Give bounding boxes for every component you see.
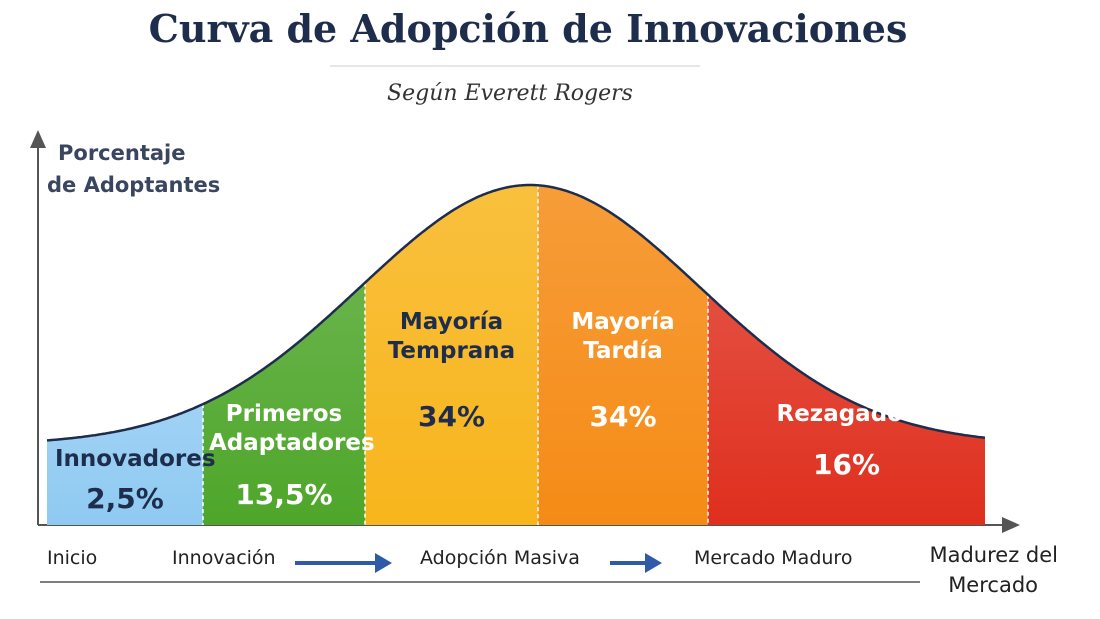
value-label: 34% — [589, 400, 657, 433]
value-label: 34% — [417, 400, 486, 433]
y-axis-label: de Adoptantes — [47, 173, 220, 197]
value-label: 2,5% — [86, 482, 164, 515]
value-label: 16% — [812, 448, 881, 481]
stage-label: Adopción Masiva — [420, 547, 580, 569]
curve-outline — [46, 183, 986, 442]
stage-label: Innovación — [172, 547, 276, 569]
segment — [365, 185, 538, 525]
segment — [203, 282, 365, 525]
stage-arrow — [610, 553, 662, 573]
segment — [708, 294, 985, 525]
segment — [538, 185, 708, 526]
y-axis-label: Porcentaje — [58, 141, 185, 165]
stage-arrow — [295, 553, 392, 573]
stage-label: Mercado Maduro — [694, 547, 852, 569]
segment — [47, 404, 203, 525]
segment-label: Primeros Adaptadores — [209, 401, 375, 456]
x-axis-label: Madurez del — [929, 543, 1058, 567]
value-label: 13,5% — [235, 478, 333, 511]
segment-label: Mayoría Temprana — [387, 309, 516, 364]
stage-label: Inicio — [47, 547, 97, 569]
x-axis-label: Mercado — [948, 573, 1038, 597]
chart-subtitle: Según Everett Rogers — [387, 81, 633, 106]
segment-label: Innovadores — [55, 446, 216, 472]
segment-label: Rezagados — [776, 401, 917, 427]
chart-title: Curva de Adopción de Innovaciones — [149, 6, 908, 51]
segment-label: Mayoría Tardía — [571, 309, 675, 364]
